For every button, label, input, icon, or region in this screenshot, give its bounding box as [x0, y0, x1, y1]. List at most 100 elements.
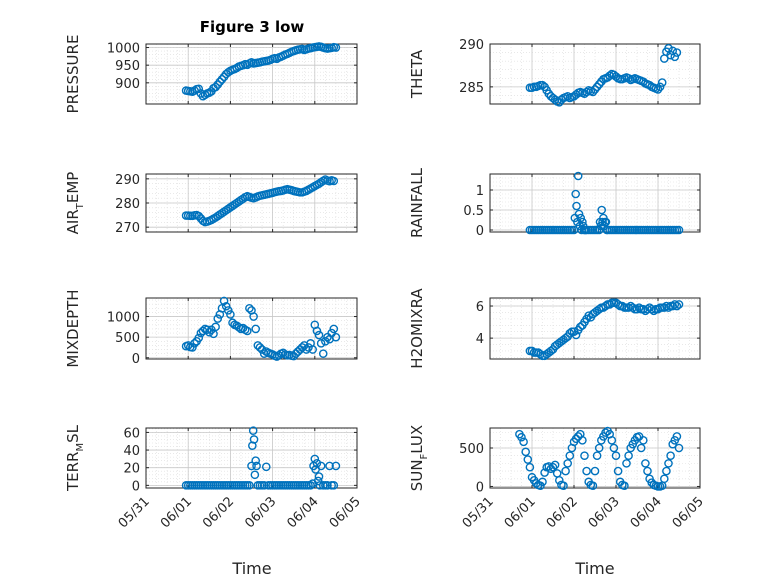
- data-point: [557, 95, 566, 105]
- data-point: [249, 435, 259, 444]
- data-point: [259, 481, 269, 490]
- data-point: [297, 343, 307, 352]
- x-tick-label: 06/04: [628, 494, 665, 531]
- data-point: [662, 466, 671, 476]
- data-point: [314, 330, 324, 340]
- data-point: [571, 189, 580, 199]
- data-point: [578, 217, 587, 227]
- y-tick-label: 40: [123, 444, 140, 459]
- data-point: [289, 351, 299, 361]
- panel-7: 0 500 05/31 06/01 06/02 06/03 06/04 06/05 SUNFLU…: [408, 425, 707, 532]
- data-point: [565, 451, 575, 460]
- figure-title: Figure 3 low: [200, 18, 305, 36]
- data-point: [329, 176, 339, 186]
- data-point: [194, 84, 204, 94]
- data-point: [194, 211, 204, 221]
- data-point: [261, 462, 271, 472]
- data-point: [657, 78, 667, 87]
- data-point: [624, 451, 633, 460]
- data-point: [221, 301, 231, 311]
- y-axis-label: RAINFALL: [408, 167, 426, 238]
- data-point: [555, 476, 564, 485]
- data-point: [574, 209, 584, 219]
- data-point: [540, 468, 549, 477]
- data-point: [639, 77, 648, 87]
- data-point: [647, 304, 657, 314]
- data-point: [202, 325, 212, 335]
- data-point: [517, 432, 526, 442]
- data-point: [245, 304, 254, 313]
- data-point: [304, 343, 313, 352]
- data-point: [674, 443, 684, 453]
- y-tick-label: 6: [476, 300, 484, 315]
- data-point: [573, 171, 583, 181]
- data-point: [563, 91, 573, 101]
- y-axis-label: SUNFLUX: [408, 425, 430, 491]
- data-point: [546, 346, 556, 356]
- data-point: [302, 345, 311, 354]
- data-point: [561, 466, 570, 476]
- axes-box: [489, 297, 701, 360]
- data-point: [523, 455, 533, 464]
- y-tick-label: 500: [115, 331, 140, 346]
- y-tick-label: 290: [459, 38, 484, 53]
- data-point: [588, 481, 598, 490]
- data-point: [666, 451, 675, 460]
- data-point: [601, 217, 611, 227]
- y-tick-label: 290: [115, 173, 140, 188]
- y-tick-label: 60: [123, 426, 140, 441]
- data-point: [251, 324, 261, 334]
- data-point: [259, 349, 269, 358]
- data-point: [548, 462, 558, 472]
- data-point: [582, 87, 591, 97]
- data-point: [274, 350, 284, 360]
- y-tick-label: 1000: [107, 311, 140, 326]
- x-axis-label-left: Time: [231, 559, 271, 578]
- data-point: [213, 314, 223, 323]
- y-tick-label: 0.5: [463, 204, 484, 219]
- data-point: [561, 333, 570, 343]
- data-point: [329, 481, 339, 490]
- x-tick-label: 06/02: [544, 494, 581, 531]
- data-point: [559, 481, 568, 490]
- data-point: [321, 336, 330, 346]
- data-point: [204, 88, 214, 98]
- y-tick-label: 285: [459, 81, 484, 96]
- x-tick-label: 06/02: [200, 494, 237, 531]
- x-axis-label-right: Time: [574, 559, 614, 578]
- data-point: [215, 77, 225, 87]
- y-tick-label: 1000: [107, 42, 140, 57]
- data-point: [255, 343, 265, 352]
- data-point: [641, 459, 650, 468]
- axes-box: [489, 173, 701, 233]
- data-point: [655, 82, 665, 92]
- data-point: [670, 300, 680, 309]
- data-point: [611, 451, 621, 460]
- data-point: [308, 345, 317, 354]
- x-tick-label: 06/01: [502, 494, 539, 531]
- y-tick-label: 950: [115, 59, 140, 74]
- data-point: [609, 443, 619, 453]
- y-axis-label: PRESSURE: [64, 35, 82, 114]
- y-tick-label: 0: [132, 479, 140, 494]
- data-point: [251, 456, 261, 465]
- data-point: [190, 339, 199, 348]
- x-tick-label: 06/04: [285, 494, 322, 531]
- data-point: [250, 470, 260, 480]
- y-tick-label: 1: [476, 184, 484, 199]
- y-tick-label: 20: [123, 462, 140, 477]
- data-point: [252, 461, 261, 471]
- data-point: [314, 472, 324, 481]
- axes-box: [489, 43, 701, 105]
- data-point: [660, 474, 669, 484]
- data-point: [672, 432, 682, 441]
- data-point: [550, 460, 560, 470]
- data-point: [674, 300, 684, 309]
- data-point: [597, 205, 607, 215]
- data-point: [628, 303, 638, 312]
- x-tick-label: 06/03: [586, 494, 623, 531]
- data-point: [331, 461, 341, 471]
- data-point: [672, 301, 682, 311]
- data-point: [670, 52, 680, 62]
